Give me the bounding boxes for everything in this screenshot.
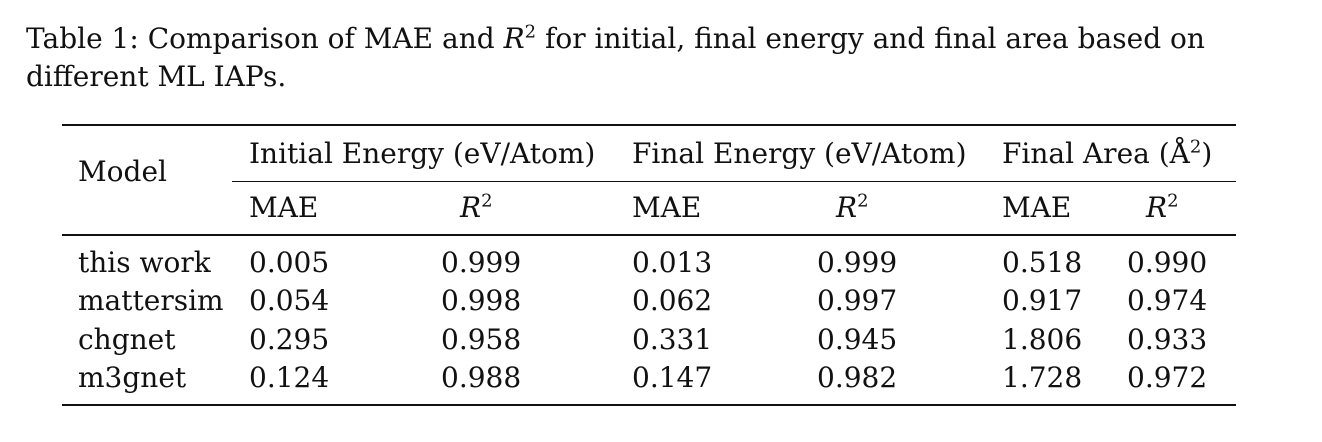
header-group-final-area: Final Area (Å2) [1002,138,1212,170]
subheader-r2: R2 [836,192,869,224]
final-area-close: ) [1201,137,1213,170]
r-exponent: 2 [1167,190,1179,212]
header-rule [62,234,1236,236]
r-symbol: R [836,191,858,224]
subheader-mae: MAE [632,191,702,224]
group-rule [232,181,1236,182]
cell-initial-r2: 0.998 [441,284,522,317]
cell-area-r2: 0.974 [1127,284,1208,317]
cell-area-mae: 1.728 [1002,361,1083,394]
header-model: Model [78,155,167,188]
cell-final-r2: 0.982 [817,361,898,394]
row-model-name: mattersim [78,284,224,317]
r-exponent: 2 [857,190,869,212]
cell-area-r2: 0.933 [1127,323,1208,356]
row-model-name: this work [78,246,211,279]
r-exponent: 2 [481,190,493,212]
table-caption: Table 1: Comparison of MAE and R2 for in… [26,20,1296,96]
cell-final-mae: 0.147 [632,361,713,394]
cell-initial-mae: 0.005 [249,246,330,279]
cell-area-mae: 0.917 [1002,284,1083,317]
caption-text-after: for initial, final energy and final area… [26,22,1205,93]
cell-initial-r2: 0.988 [441,361,522,394]
cell-initial-mae: 0.054 [249,284,330,317]
cell-area-mae: 0.518 [1002,246,1083,279]
cell-area-r2: 0.990 [1127,246,1208,279]
header-group-final-energy: Final Energy (eV/Atom) [632,137,967,170]
cell-initial-r2: 0.999 [441,246,522,279]
cell-area-mae: 1.806 [1002,323,1083,356]
subheader-mae: MAE [249,191,319,224]
caption-r-exponent: 2 [524,21,537,43]
final-area-label: Final Area (Å [1002,137,1190,170]
caption-r-symbol: R [503,22,525,55]
cell-final-mae: 0.062 [632,284,713,317]
cell-initial-mae: 0.124 [249,361,330,394]
row-model-name: m3gnet [78,361,187,394]
subheader-mae: MAE [1002,191,1072,224]
cell-initial-r2: 0.958 [441,323,522,356]
top-rule [62,124,1236,126]
header-group-initial-energy: Initial Energy (eV/Atom) [249,137,596,170]
final-area-exponent: 2 [1189,136,1202,158]
cell-final-mae: 0.331 [632,323,713,356]
caption-label: Table 1: [26,22,139,55]
cell-initial-mae: 0.295 [249,323,330,356]
cell-final-r2: 0.997 [817,284,898,317]
subheader-r2: R2 [1146,192,1179,224]
bottom-rule [62,404,1236,406]
subheader-r2: R2 [460,192,493,224]
cell-final-mae: 0.013 [632,246,713,279]
caption-text-before: Comparison of MAE and [147,22,495,55]
cell-area-r2: 0.972 [1127,361,1208,394]
row-model-name: chgnet [78,323,176,356]
r-symbol: R [460,191,482,224]
r-symbol: R [1146,191,1168,224]
cell-final-r2: 0.945 [817,323,898,356]
cell-final-r2: 0.999 [817,246,898,279]
